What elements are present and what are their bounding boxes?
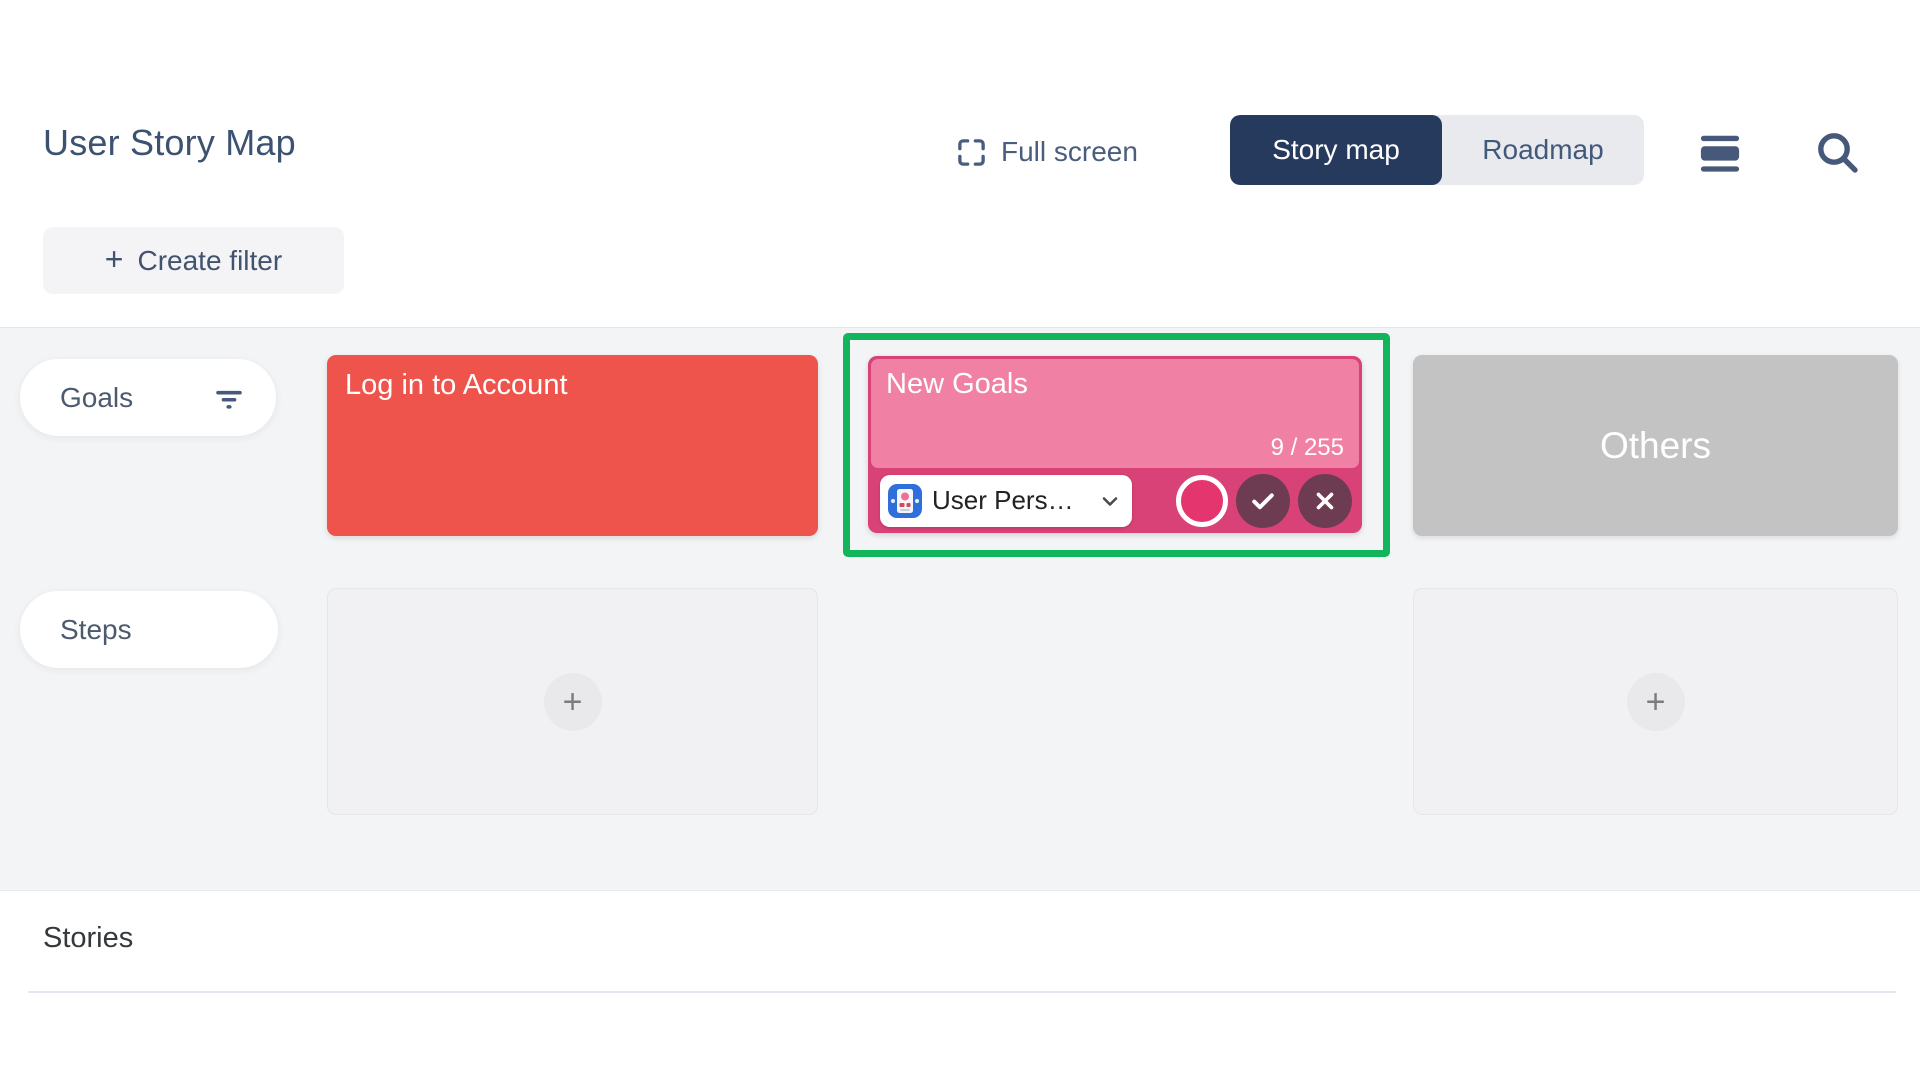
create-filter-label: Create filter [137,244,283,276]
plus-icon: + [562,682,583,721]
persona-select[interactable]: User Pers… [880,474,1132,527]
rows-icon [1697,131,1743,173]
view-toggle: Story map Roadmap [1230,115,1644,185]
add-step-button[interactable]: + [543,672,602,731]
color-swatch-button[interactable] [1176,474,1228,527]
goal-card-title: Log in to Account [345,369,568,401]
step-placeholder-card[interactable]: + [1413,588,1898,815]
step-placeholder-card[interactable]: + [327,588,818,815]
search-button[interactable] [1810,126,1864,178]
filter-icon[interactable] [212,381,246,415]
others-card-title: Others [1599,424,1712,466]
create-filter-button[interactable]: + Create filter [43,227,344,294]
search-icon [1813,128,1861,176]
rows-menu-button[interactable] [1694,128,1746,176]
tab-roadmap-label: Roadmap [1482,134,1604,165]
goal-title-input[interactable]: New Goals 9 / 255 [871,359,1359,468]
steps-row-label: Steps [60,613,132,645]
confirm-button[interactable] [1236,473,1290,528]
goals-row-label: Goals [60,381,134,413]
selection-highlight-box [843,333,1390,557]
chevron-down-icon [1098,489,1122,513]
user-persona-icon [888,483,922,518]
char-counter: 9 / 255 [1270,434,1344,461]
story-map-board: Goals Steps Log in to Account New Goals … [0,327,1920,891]
plus-icon: + [104,240,124,277]
fullscreen-button[interactable]: Full screen [956,128,1138,176]
cancel-button[interactable] [1298,473,1352,528]
goal-title-value: New Goals [886,368,1028,400]
page-title: User Story Map [43,122,296,163]
tab-roadmap[interactable]: Roadmap [1434,115,1644,185]
stories-section-label: Stories [43,922,134,954]
add-step-button[interactable]: + [1626,672,1685,731]
fullscreen-label: Full screen [1001,136,1138,167]
persona-select-value: User Pers… [932,485,1074,515]
row-header-goals[interactable]: Goals [20,359,276,436]
edit-toolbar: User Pers… [868,468,1362,533]
row-header-steps[interactable]: Steps [20,591,278,668]
goal-card-others[interactable]: Others [1413,355,1898,536]
tab-story-map-label: Story map [1272,134,1400,165]
goal-card-editing: New Goals 9 / 255 [868,356,1362,533]
stories-divider [28,991,1896,993]
check-icon [1248,486,1278,516]
plus-icon: + [1645,682,1666,721]
fullscreen-icon [956,137,987,168]
tab-story-map[interactable]: Story map [1230,115,1442,185]
goal-card-log-in[interactable]: Log in to Account [327,355,818,536]
close-icon [1312,488,1338,514]
